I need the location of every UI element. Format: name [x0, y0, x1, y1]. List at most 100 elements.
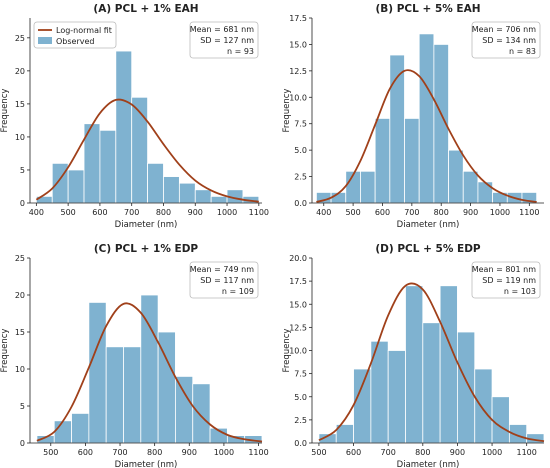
histogram-bar — [374, 118, 391, 204]
y-tick-label: 5.0 — [294, 146, 307, 155]
x-tick-label: 700 — [381, 448, 396, 457]
log-normal-fit-curve — [318, 282, 545, 443]
stats-mean: Mean = 706 nm — [472, 25, 536, 34]
histogram-bar — [175, 375, 194, 444]
y-tick-label: 20 — [15, 291, 25, 300]
y-axis-label: Frequency — [0, 329, 10, 373]
histogram-bar — [163, 176, 180, 204]
histogram-bar — [405, 285, 424, 444]
y-tick-label: 2.5 — [294, 416, 307, 425]
x-tick-label: 900 — [450, 448, 465, 457]
histogram-bar — [353, 368, 372, 444]
y-axis-label: Frequency — [282, 329, 292, 373]
y-tick-label: 15.0 — [289, 300, 307, 309]
y-tick-label: 17.5 — [289, 14, 307, 23]
legend-fit-label: Log-normal fit — [56, 26, 112, 35]
histogram-bar — [210, 195, 228, 204]
x-tick-label: 600 — [346, 448, 361, 457]
x-tick-label: 900 — [463, 208, 478, 217]
stats-sd: SD = 134 nm — [482, 36, 536, 45]
stats-n: n = 109 — [222, 287, 254, 296]
stats-box — [189, 261, 259, 299]
y-tick-label: 25 — [15, 254, 25, 263]
legend-observed-swatch — [38, 37, 52, 44]
stats-mean: Mean = 801 nm — [472, 265, 536, 274]
histogram-bar — [387, 350, 406, 444]
x-tick-label: 800 — [434, 208, 449, 217]
x-tick-label: 500 — [345, 208, 360, 217]
histogram-bar — [462, 170, 479, 204]
stats-box — [471, 261, 541, 299]
y-tick-label: 10.0 — [289, 93, 307, 102]
x-tick-label: 1100 — [519, 208, 539, 217]
histogram-bar — [192, 383, 211, 444]
legend: Log-normal fit Observed — [33, 21, 117, 49]
histogram-bar — [360, 170, 376, 204]
x-tick-label: 600 — [375, 208, 390, 217]
x-tick-label: 1000 — [482, 448, 502, 457]
stats-sd: SD = 119 nm — [482, 276, 536, 285]
histogram-bar — [477, 181, 494, 204]
histogram-bar — [67, 169, 85, 204]
histogram-bar — [53, 420, 72, 444]
stats-mean: Mean = 749 nm — [190, 265, 254, 274]
y-tick-label: 0.0 — [294, 439, 307, 448]
y-tick-label: 7.5 — [294, 370, 307, 379]
legend-observed-label: Observed — [56, 37, 95, 46]
x-tick-label: 700 — [112, 448, 127, 457]
y-tick-label: 5 — [20, 402, 25, 411]
y-tick-label: 15 — [15, 328, 25, 337]
stats-sd: SD = 117 nm — [200, 276, 254, 285]
y-tick-label: 0.0 — [294, 199, 307, 208]
chart-panel-2: (B) PCL + 5% EAH 400 500 600 700 800 900 1000 11… — [282, 3, 544, 230]
y-tick-label: 20 — [15, 67, 25, 76]
y-tick-label: 0 — [20, 199, 25, 208]
stats-n: n = 103 — [504, 287, 536, 296]
histogram-bar — [115, 50, 133, 204]
chart-panel-1: (A) PCL + 1% EAH 400 500 600 700 800 900 1000 11… — [0, 3, 269, 230]
y-axis-label: Frequency — [282, 89, 292, 133]
y-tick-label: 20.0 — [289, 254, 307, 263]
chart-title: (D) PCL + 5% EDP — [375, 243, 481, 255]
histogram-bar — [422, 322, 441, 444]
chart-title: (B) PCL + 5% EAH — [375, 3, 480, 15]
stats-box — [189, 21, 259, 59]
y-tick-label: 5.0 — [294, 393, 307, 402]
y-tick-label: 17.5 — [289, 277, 307, 286]
histogram-bar — [194, 189, 212, 204]
x-tick-label: 1000 — [490, 208, 510, 217]
x-tick-label: 600 — [92, 208, 107, 217]
x-tick-label: 500 — [43, 448, 58, 457]
histogram-bar — [123, 346, 142, 444]
stats-sd: SD = 127 nm — [200, 36, 254, 45]
histogram-bar — [51, 162, 69, 204]
x-axis-label: Diameter (nm) — [397, 220, 460, 230]
y-tick-label: 10 — [15, 365, 25, 374]
chart-title: (A) PCL + 1% EAH — [93, 3, 198, 15]
x-tick-label: 700 — [404, 208, 419, 217]
x-tick-label: 1100 — [517, 448, 537, 457]
y-tick-label: 12.5 — [289, 67, 307, 76]
x-tick-label: 900 — [188, 208, 203, 217]
x-tick-label: 900 — [182, 448, 197, 457]
x-tick-label: 600 — [78, 448, 93, 457]
chart-title: (C) PCL + 1% EDP — [94, 243, 199, 255]
histogram-bar — [71, 412, 90, 444]
histogram-bar — [474, 368, 493, 444]
histogram-bar — [99, 129, 117, 204]
log-normal-fit-curve — [316, 69, 537, 203]
histogram-bar — [418, 33, 435, 204]
y-tick-label: 25 — [15, 34, 25, 43]
y-tick-label: 5 — [20, 166, 25, 175]
chart-panel-3: (C) PCL + 1% EDP 500 600 700 800 900 1000 1100 0… — [0, 243, 269, 468]
y-tick-label: 12.5 — [289, 323, 307, 332]
stats-n: n = 93 — [227, 47, 254, 56]
stats-box — [471, 21, 541, 59]
stats-mean: Mean = 681 nm — [190, 25, 254, 34]
stats-n: n = 83 — [509, 47, 536, 56]
chart-panel-4: (D) PCL + 5% EDP 500 600 700 800 900 1000 1100 0… — [282, 243, 545, 468]
x-tick-label: 400 — [316, 208, 331, 217]
histogram-bar — [439, 285, 458, 444]
legend-box — [33, 21, 117, 49]
